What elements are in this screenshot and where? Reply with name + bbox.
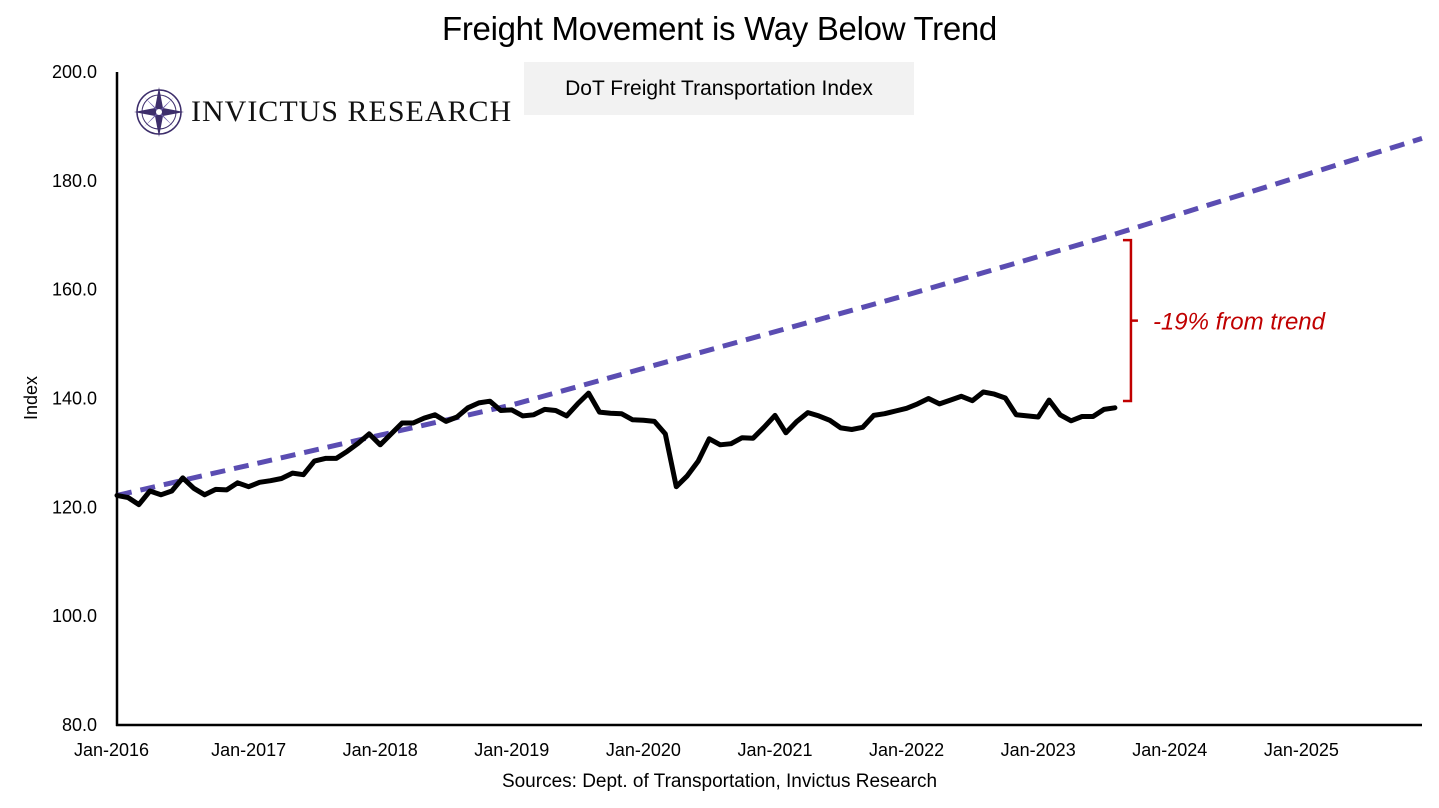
- y-tick-label: 180.0: [52, 171, 97, 191]
- x-tick-label: Jan-2024: [1132, 740, 1207, 760]
- x-tick-labels: Jan-2016 Jan-2017 Jan-2018 Jan-2019 Jan-2020…: [74, 740, 1339, 760]
- logo-wordmark: INVICTUS RESEARCH: [191, 95, 513, 128]
- chart-subtitle: DoT Freight Transportation Index: [524, 62, 914, 115]
- y-tick-labels: 80.0 100.0 120.0 140.0 160.0 180.0 200.0: [52, 62, 97, 735]
- invictus-research-logo: INVICTUS RESEARCH: [133, 86, 512, 138]
- chart-title: Freight Movement is Way Below Trend: [442, 10, 997, 47]
- gap-bracket: [1122, 238, 1138, 403]
- x-tick-label: Jan-2020: [606, 740, 681, 760]
- y-tick-label: 160.0: [52, 280, 97, 300]
- trend-series-line: [116, 136, 1423, 498]
- x-tick-label: Jan-2022: [869, 740, 944, 760]
- x-tick-label: Jan-2021: [737, 740, 812, 760]
- y-axis-label: Index: [21, 376, 41, 420]
- x-tick-label: Jan-2017: [211, 740, 286, 760]
- y-tick-label: 140.0: [52, 389, 97, 409]
- source-note: Sources: Dept. of Transportation, Invict…: [501, 771, 938, 792]
- x-tick-label: Jan-2018: [343, 740, 418, 760]
- y-tick-label: 200.0: [52, 62, 97, 82]
- x-tick-label: Jan-2016: [74, 740, 149, 760]
- gap-annotation-label: -19% from trend: [1153, 309, 1326, 336]
- compass-rose-icon: [134, 87, 184, 137]
- x-tick-label: Jan-2025: [1264, 740, 1339, 760]
- x-tick-label: Jan-2019: [474, 740, 549, 760]
- y-tick-label: 120.0: [52, 497, 97, 517]
- x-tick-label: Jan-2023: [1001, 740, 1076, 760]
- y-tick-label: 100.0: [52, 606, 97, 626]
- index-series-line: [114, 389, 1118, 508]
- y-tick-label: 80.0: [62, 715, 97, 735]
